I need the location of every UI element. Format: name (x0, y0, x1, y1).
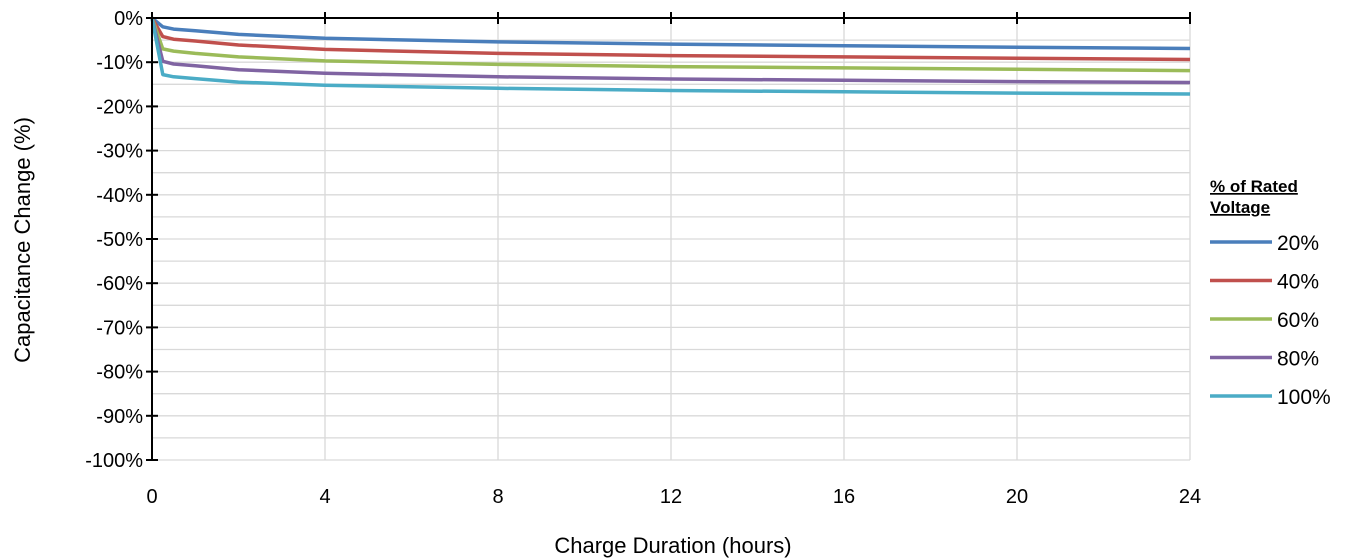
y-tick-label: -10% (96, 52, 143, 74)
y-tick-label: -90% (96, 406, 143, 428)
y-tick-label: -100% (85, 450, 143, 472)
x-tick-label: 24 (1179, 486, 1201, 508)
legend-items: 20% 40% 60% 80% 100% (1210, 232, 1331, 409)
y-tick-label: -80% (96, 362, 143, 384)
legend-title-line-1: % of Rated (1210, 177, 1298, 196)
y-tick-label: -50% (96, 229, 143, 251)
x-tick-labels: 0 4 8 12 16 20 24 (146, 486, 1201, 508)
y-tick-label: -30% (96, 141, 143, 163)
y-tick-label: 0% (114, 8, 143, 30)
series-line-5 (150, 17, 1191, 96)
grid-lines (152, 18, 1191, 461)
legend-title-line-2: Voltage (1210, 198, 1270, 217)
series-line-2 (150, 17, 1191, 62)
series-line-3 (150, 17, 1191, 73)
axes (146, 12, 1191, 461)
y-tick-label: -20% (96, 96, 143, 118)
y-tick-labels: 0% -10% -20% -30% -40% -50% -60% -70% -80% -90% -1… (85, 8, 143, 472)
legend-label-5: 100% (1277, 386, 1331, 409)
y-tick-label: -40% (96, 185, 143, 207)
x-tick-label: 20 (1006, 486, 1028, 508)
y-tick-label: -70% (96, 317, 143, 339)
legend-label-2: 40% (1277, 271, 1319, 294)
series-lines (150, 16, 1191, 96)
x-tick-label: 0 (146, 486, 157, 508)
series-line-1 (150, 16, 1191, 51)
x-tick-label: 4 (319, 486, 330, 508)
legend-label-1: 20% (1277, 232, 1319, 255)
legend: % of Rated Voltage 20% 40% 60% 80% 100% (1210, 177, 1331, 409)
legend-label-4: 80% (1277, 348, 1319, 371)
x-axis-title: Charge Duration (hours) (554, 533, 791, 558)
y-axis-title: Capacitance Change (%) (10, 117, 35, 363)
x-tick-label: 12 (660, 486, 682, 508)
x-tick-label: 16 (833, 486, 855, 508)
legend-label-3: 60% (1277, 309, 1319, 332)
y-tick-label: -60% (96, 273, 143, 295)
series-line-4 (150, 17, 1191, 85)
x-tick-label: 8 (492, 486, 503, 508)
